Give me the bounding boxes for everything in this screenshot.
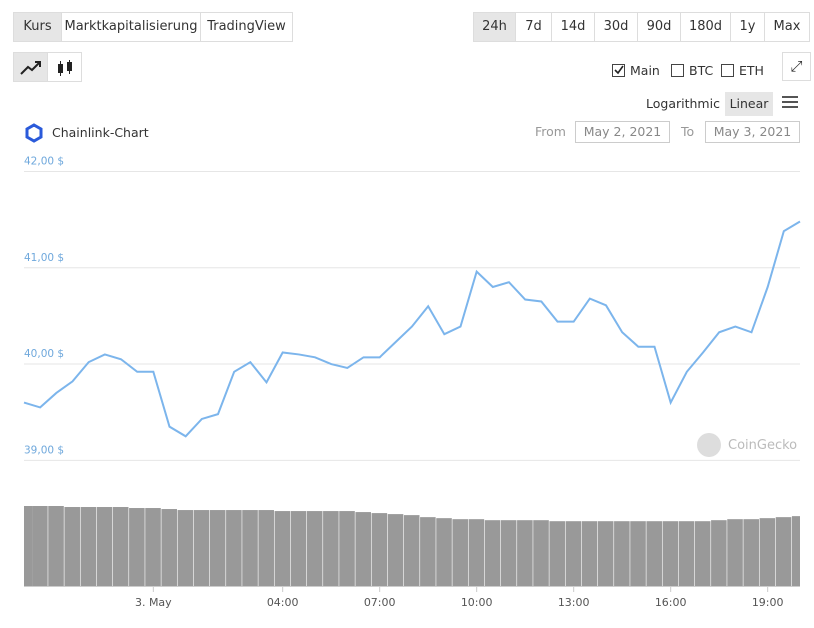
menu-button[interactable] — [782, 96, 798, 108]
check-mark — [614, 65, 624, 75]
volume-bar — [533, 520, 549, 586]
volume-bar — [452, 519, 468, 586]
checkbox-label: ETH — [739, 63, 764, 78]
volume-bar — [549, 521, 565, 586]
watermark-text: CoinGecko — [728, 438, 797, 453]
x-tick-label: 3. May — [135, 596, 172, 609]
line-chart-toggle[interactable] — [13, 52, 48, 82]
x-tick-label: 13:00 — [558, 596, 590, 609]
volume-bar — [371, 513, 388, 586]
volume-bar — [64, 507, 80, 586]
volume-bar — [80, 507, 97, 586]
x-tick-label: 07:00 — [364, 596, 396, 609]
range-button[interactable]: 180d — [680, 12, 731, 42]
checkbox[interactable]: ETH — [721, 63, 764, 78]
x-tick-label: 16:00 — [655, 596, 687, 609]
from-input[interactable]: May 2, 2021 — [575, 121, 670, 143]
y-tick-label: 40,00 $ — [24, 348, 64, 360]
volume-bar — [646, 521, 662, 586]
chainlink-logo — [25, 123, 43, 143]
volume-bar — [193, 510, 210, 586]
chart-title: Chainlink-Chart — [52, 125, 149, 140]
checkbox[interactable]: Main — [612, 63, 660, 78]
tab[interactable]: Kurs — [13, 12, 62, 42]
volume-bar — [96, 507, 113, 586]
volume-bar — [743, 519, 759, 586]
volume-bar — [226, 510, 242, 586]
range-button[interactable]: 1y — [730, 12, 765, 42]
fullscreen-button[interactable]: ⤢ — [782, 52, 811, 81]
x-tick-label: 10:00 — [461, 596, 493, 609]
watermark — [697, 433, 721, 457]
checkbox-box — [612, 64, 625, 77]
checkbox-label: Main — [630, 63, 660, 78]
volume-bar — [711, 520, 727, 586]
volume-bar — [112, 507, 129, 586]
watermark-logo — [697, 433, 721, 457]
range-button[interactable]: 90d — [637, 12, 681, 42]
volume-bar — [258, 510, 274, 586]
volume-bar — [468, 519, 485, 586]
volume-bar — [436, 518, 452, 586]
volume-bar — [581, 521, 598, 586]
volume-bar — [630, 521, 646, 586]
y-tick-label: 42,00 $ — [24, 155, 64, 167]
volume-bar — [727, 519, 743, 586]
range-button[interactable]: Max — [764, 12, 810, 42]
volume-bar — [565, 521, 582, 586]
icon — [19, 61, 41, 75]
volume-bar — [209, 510, 226, 586]
volume-bar — [678, 521, 695, 586]
volume-bar — [355, 512, 371, 586]
range-button[interactable]: 7d — [515, 12, 552, 42]
candle-chart-toggle[interactable] — [47, 52, 82, 82]
volume-bar — [24, 506, 33, 586]
tab[interactable]: TradingView — [200, 12, 293, 42]
volume-bar — [242, 510, 258, 586]
volume-bar — [32, 506, 48, 586]
checkbox-label: BTC — [689, 63, 714, 78]
volume-bar — [403, 515, 420, 586]
volume-bar — [274, 511, 291, 586]
to-input[interactable]: May 3, 2021 — [705, 121, 800, 143]
volume-bar — [484, 520, 501, 586]
price-line — [23, 220, 801, 438]
volume-bar — [306, 511, 323, 586]
volume-bar — [662, 521, 679, 586]
volume-bar — [290, 511, 307, 586]
scale-option[interactable]: Linear — [725, 92, 773, 116]
x-tick-label: 19:00 — [752, 596, 784, 609]
checkbox-box — [671, 64, 684, 77]
checkbox[interactable]: BTC — [671, 63, 713, 78]
icon — [57, 60, 72, 76]
tab[interactable]: Marktkapitalisierung — [61, 12, 201, 42]
volume-bar — [323, 511, 339, 586]
scale-option[interactable]: Logarithmic — [646, 96, 720, 111]
volume-bar — [597, 521, 614, 586]
volume-bar — [339, 511, 355, 586]
volume-bar — [145, 508, 161, 586]
from-label: From — [535, 124, 566, 139]
x-tick-label: 04:00 — [267, 596, 299, 609]
to-label: To — [681, 124, 695, 139]
volume-bar — [161, 509, 177, 586]
volume-bar — [759, 518, 776, 586]
y-tick-label: 39,00 $ — [24, 444, 64, 456]
checkbox-box — [721, 64, 734, 77]
volume-bar — [791, 516, 800, 586]
volume-bar — [48, 506, 64, 586]
volume-bar — [775, 517, 792, 586]
volume-bar — [387, 514, 404, 586]
volume-bar — [614, 521, 630, 586]
volume-bar — [129, 508, 145, 586]
range-button[interactable]: 30d — [594, 12, 638, 42]
volume-bar — [420, 517, 436, 586]
volume-bar — [517, 520, 533, 586]
volume-bar — [694, 521, 711, 586]
y-tick-label: 41,00 $ — [24, 252, 64, 264]
volume-bar — [500, 520, 517, 586]
volume-bar — [177, 510, 194, 586]
